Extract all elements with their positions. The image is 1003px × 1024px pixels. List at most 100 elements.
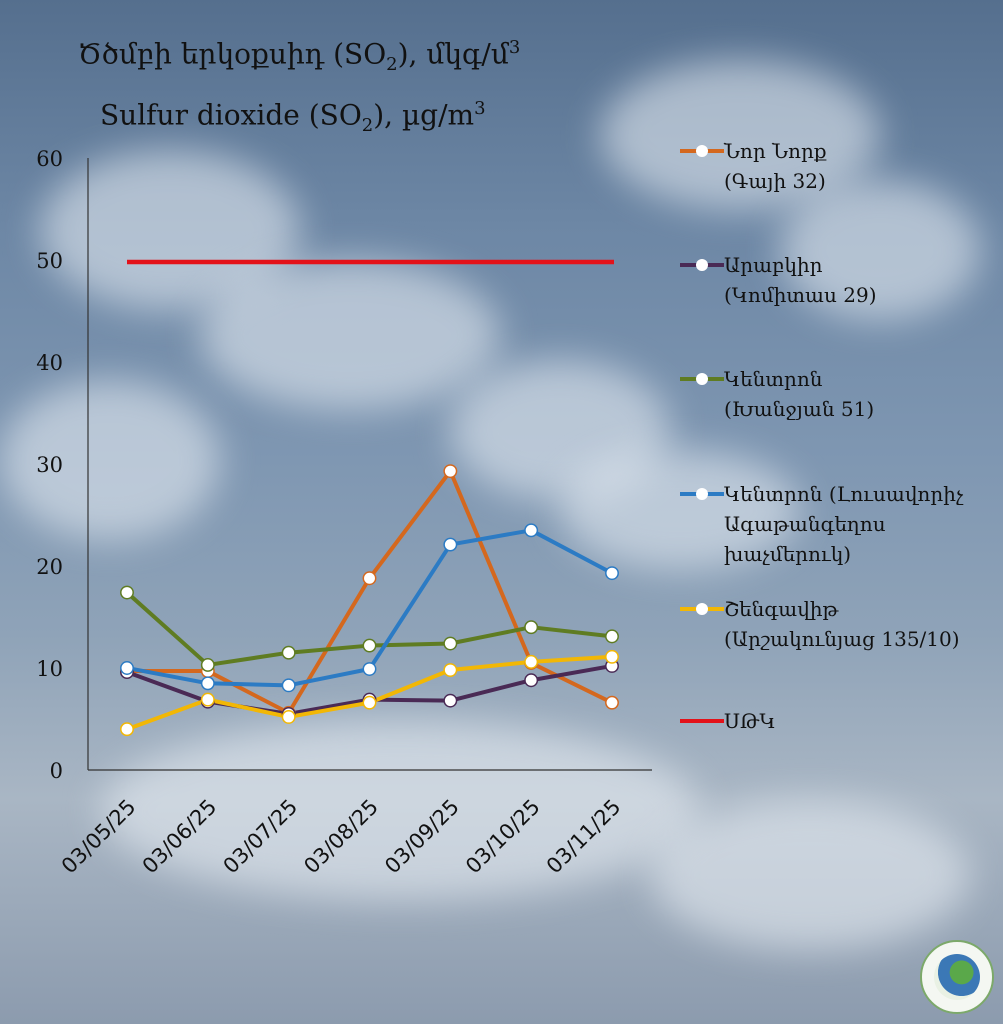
title-english-text: Sulfur dioxide (SO	[100, 98, 362, 132]
title-english-sub: 2	[361, 114, 374, 136]
legend-text: Կենտրոն (Լուսավորիչ Ագաթանգեղոս խաչմերուկ…	[724, 479, 994, 569]
legend-text: Շենգավիթ (Արշակունյաց 135/10)	[724, 594, 994, 654]
x-tick-label: 03/05/25	[57, 795, 141, 879]
legend-key	[680, 479, 724, 509]
series-3-point	[605, 629, 619, 644]
series-4-point	[120, 661, 134, 675]
legend-label: ՍԹԿ	[724, 709, 776, 733]
series-5-point	[120, 722, 134, 737]
x-tick-label: 03/08/25	[299, 795, 383, 879]
legend-label: Արաբկիր	[724, 253, 823, 277]
legend-text: Նոր Նորք (Գայի 32)	[724, 136, 994, 196]
y-tick-label: 20	[36, 555, 63, 579]
legend-item: Կենտրոն (Խանջյան 51)	[680, 364, 994, 424]
legend-marker-swatch	[696, 373, 708, 385]
series-3-point	[120, 585, 134, 600]
legend-key	[680, 364, 724, 394]
x-tick-label: 03/10/25	[461, 795, 545, 879]
legend-line-swatch	[680, 719, 724, 723]
x-tick-label: 03/11/25	[542, 795, 626, 879]
legend-label: Նոր Նորք	[724, 139, 827, 163]
y-tick-label: 30	[36, 453, 63, 477]
x-tick-label: 03/07/25	[219, 795, 303, 879]
logo-emblem	[934, 954, 980, 1000]
y-tick-label: 60	[36, 147, 63, 171]
axes	[87, 158, 652, 771]
legend-marker-swatch	[696, 259, 708, 271]
legend-label: Շենգավիթ	[724, 597, 839, 621]
legend-key	[680, 250, 724, 280]
legend-text: Կենտրոն (Խանջյան 51)	[724, 364, 994, 424]
y-tick-label: 40	[36, 351, 63, 375]
cloud	[600, 60, 880, 210]
title-armenian-sup: 3	[508, 37, 521, 58]
legend-sublabel: (Խանջյան 51)	[724, 397, 875, 421]
ministry-logo	[920, 940, 994, 1014]
legend-sublabel: (Արշակունյաց 135/10)	[724, 627, 960, 651]
legend-item: Շենգավիթ (Արշակունյաց 135/10)	[680, 594, 994, 654]
series-3-point	[362, 638, 377, 653]
legend-marker-swatch	[696, 145, 708, 157]
series-4-point	[605, 566, 619, 581]
x-tick-label: 03/09/25	[380, 795, 464, 879]
series-5-point	[605, 649, 619, 664]
series-1-point	[605, 695, 619, 710]
legend-sublabel: Ագաթանգեղոս խաչմերուկ)	[724, 512, 886, 566]
legend-sublabel: (Գայի 32)	[724, 169, 826, 193]
y-tick-labels: 0 10 20 30 40 50 60	[36, 147, 63, 783]
legend-label: Կենտրոն	[724, 367, 823, 391]
series-1-point	[362, 571, 377, 586]
title-armenian: Ծծմբի երկօքսիդ (SO2), մկգ/մ3	[78, 26, 520, 87]
title-armenian-text: Ծծմբի երկօքսիդ (SO	[78, 37, 387, 71]
legend-key	[680, 136, 724, 166]
x-tick-label: 03/06/25	[138, 795, 222, 879]
series-5-point	[443, 663, 458, 677]
cloud	[650, 800, 970, 950]
title-english: Sulfur dioxide (SO2), µg/m3	[78, 87, 520, 148]
legend-key	[680, 594, 724, 624]
title-armenian-sub: 2	[386, 53, 398, 75]
x-tick-labels: 03/05/2503/06/2503/07/2503/08/2503/09/25…	[57, 795, 626, 879]
series-5-point	[200, 692, 215, 707]
legend-key	[680, 706, 724, 736]
series-line-3	[125, 591, 613, 667]
series-3-point	[443, 636, 458, 651]
y-tick-label: 0	[50, 759, 63, 783]
title-english-unit: ), µg/m	[373, 98, 475, 132]
cloud	[100, 720, 700, 900]
series-group	[120, 464, 619, 737]
legend-text: ՍԹԿ	[724, 706, 994, 736]
legend-sublabel: (Կոմիտաս 29)	[724, 283, 877, 307]
cloud	[0, 380, 220, 540]
series-2-point	[443, 693, 458, 708]
legend-item: Կենտրոն (Լուսավորիչ Ագաթանգեղոս խաչմերուկ…	[680, 479, 994, 569]
cloud	[560, 450, 800, 570]
series-line-1	[127, 469, 613, 715]
series-4-point	[281, 678, 296, 693]
legend-text: Արաբկիր (Կոմիտաս 29)	[724, 250, 994, 310]
legend-item: Նոր Նորք (Գայի 32)	[680, 136, 994, 196]
series-4-point	[200, 676, 215, 691]
legend-label: Կենտրոն (Լուսավորիչ	[724, 482, 964, 506]
series-4-point	[443, 537, 458, 552]
series-5-point	[524, 654, 539, 669]
legend-marker-swatch	[696, 488, 708, 500]
series-5-point	[281, 710, 296, 724]
title-armenian-unit: ), մկգ/մ	[397, 37, 509, 71]
chart-title: Ծծմբի երկօքսիդ (SO2), մկգ/մ3 Sulfur diox…	[78, 26, 520, 148]
series-3-point	[281, 645, 296, 660]
series-4-point	[362, 662, 377, 676]
y-tick-label: 10	[36, 657, 63, 681]
cloud	[780, 180, 980, 320]
series-1-point	[443, 464, 458, 479]
y-tick-label: 50	[36, 249, 63, 273]
title-english-sup: 3	[474, 97, 486, 119]
series-3-point	[200, 657, 215, 672]
cloud	[200, 260, 500, 410]
series-5-point	[362, 695, 377, 710]
series-4-point	[524, 523, 539, 538]
series-2-point	[524, 673, 539, 688]
legend-marker-swatch	[696, 603, 708, 615]
legend-item: ՍԹԿ	[680, 706, 994, 736]
